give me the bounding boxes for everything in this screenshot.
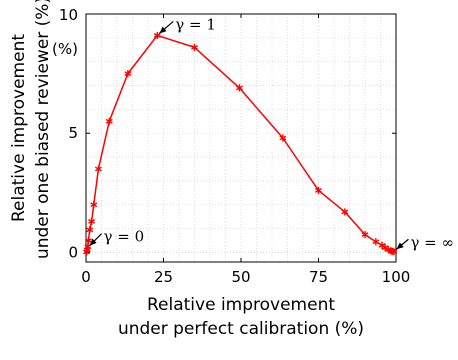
data-point: [94, 165, 102, 173]
y-tick-label: 0: [68, 243, 78, 261]
data-point: [390, 248, 398, 256]
y-axis-label: under one biased reviewer (%): [33, 0, 53, 259]
y-unit-label: (%): [52, 40, 78, 58]
x-axis-label: Relative improvement: [147, 295, 335, 315]
y-top-tick-label: 10: [59, 6, 78, 24]
annotation-arrowhead: [396, 242, 404, 250]
annotation-label: γ = ∞: [410, 233, 454, 251]
series-layer: [83, 31, 398, 256]
y-axis-label: Relative improvement: [9, 34, 29, 222]
grid-lines: [86, 14, 396, 262]
data-point: [315, 186, 322, 195]
data-point: [191, 43, 198, 51]
data-point: [153, 31, 161, 40]
x-tick-label: 25: [154, 268, 173, 286]
y-tick-label: 5: [68, 124, 78, 142]
axis-labels: Relative improvement under perfect calibr…: [9, 0, 364, 339]
annotation-arrowhead: [89, 238, 97, 246]
data-point: [85, 236, 92, 245]
x-tick-label: 0: [81, 268, 91, 286]
data-point: [105, 117, 113, 125]
data-point: [86, 226, 94, 234]
data-point: [124, 70, 132, 78]
data-point: [372, 238, 380, 246]
x-tick-label: 100: [382, 268, 411, 286]
annotations-layer: γ = 1 γ = 0 γ = ∞: [89, 15, 454, 251]
data-point: [88, 217, 96, 226]
data-point: [90, 201, 98, 209]
annotation-arrowhead: [159, 26, 167, 34]
annotation-label: γ = 0: [104, 228, 145, 246]
data-point: [341, 208, 349, 216]
x-tick-label: 50: [231, 268, 250, 286]
data-point: [235, 84, 243, 92]
data-point: [361, 230, 369, 239]
annotation-label: γ = 1: [175, 15, 216, 33]
data-point: [279, 134, 287, 142]
x-tick-label: 75: [309, 268, 328, 286]
x-axis-label: under perfect calibration (%): [118, 319, 364, 339]
axis-ticks: 0 25 50 75 100 0 5 10 (%): [52, 6, 410, 286]
